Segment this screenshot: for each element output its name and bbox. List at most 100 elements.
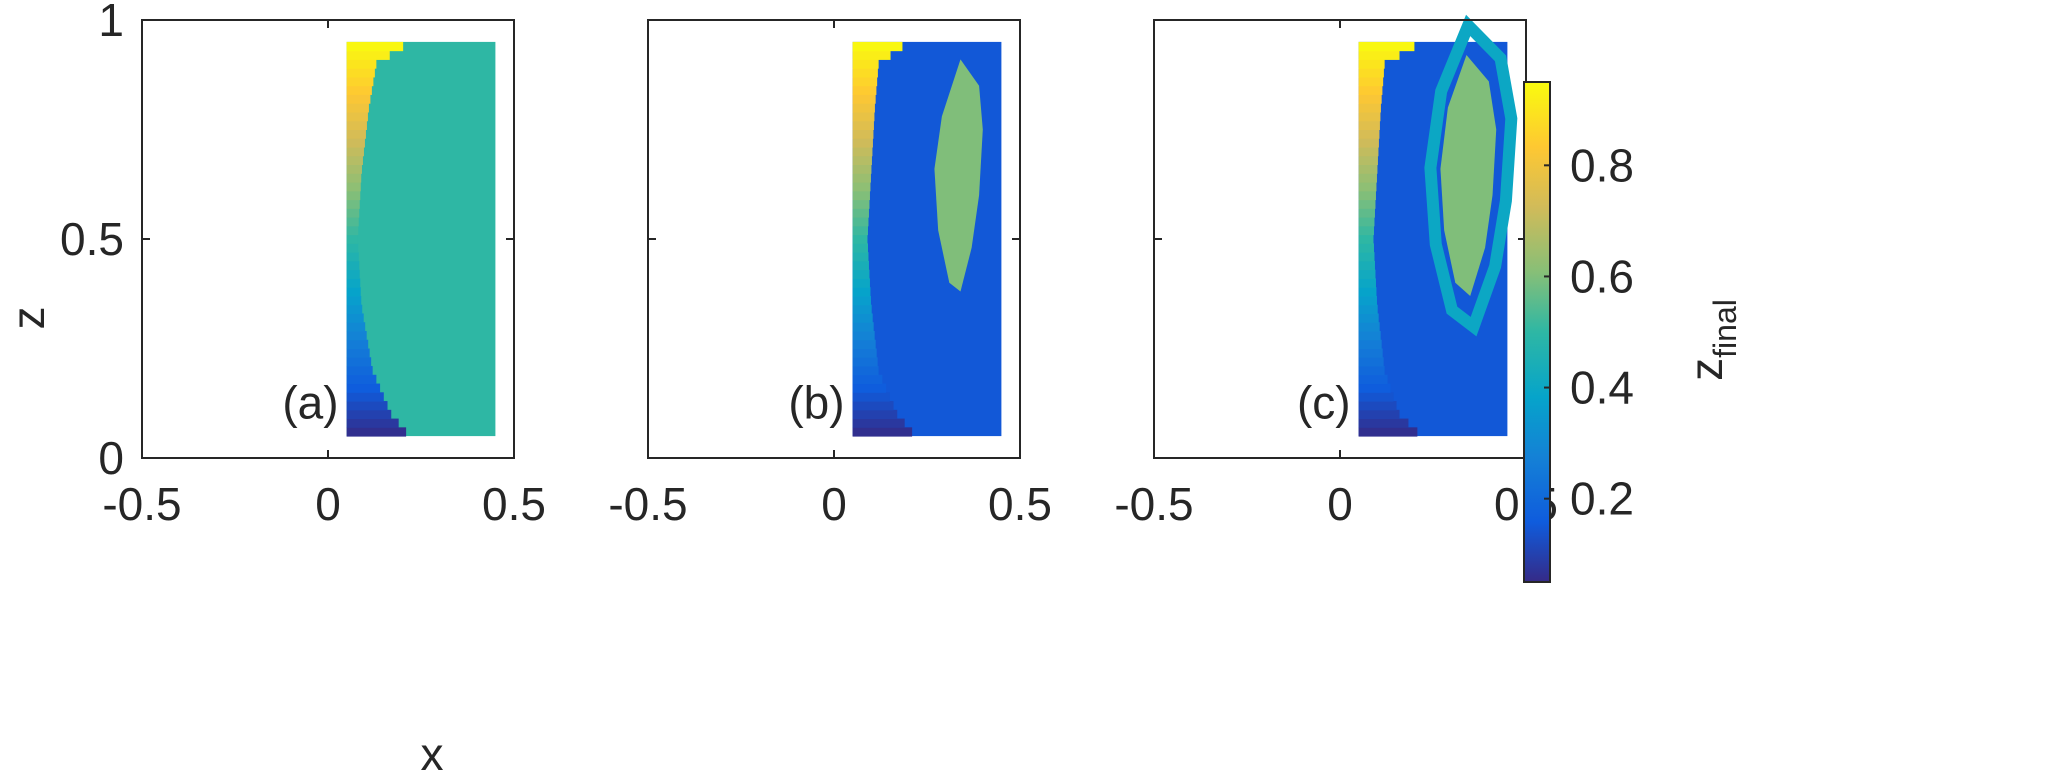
edge-cell [852, 374, 883, 385]
edge-cell [852, 208, 869, 218]
edge-cell [346, 409, 392, 420]
panel-label: (b) [788, 377, 844, 429]
edge-cell [1358, 234, 1374, 244]
edge-cell [346, 173, 362, 183]
edge-cell [346, 322, 366, 332]
edge-cell [852, 173, 871, 183]
edge-cell [852, 190, 870, 201]
edge-cell [346, 295, 362, 306]
edge-cell [852, 182, 871, 192]
edge-cell [852, 313, 873, 323]
edge-cell [346, 41, 404, 52]
y-tick-label: 0 [98, 432, 124, 484]
x-tick-label: 0.5 [482, 478, 546, 530]
edge-cell [1358, 278, 1376, 288]
edge-cell [1358, 111, 1381, 122]
edge-cell [852, 59, 879, 69]
panel-label: (c) [1297, 377, 1351, 429]
edge-cell [1358, 418, 1409, 428]
edge-cell [1358, 339, 1382, 349]
x-tick-label: 0 [821, 478, 847, 530]
panel-heatmap [346, 41, 496, 437]
edge-cell [1358, 427, 1418, 437]
edge-cell [1358, 313, 1379, 323]
edge-cell [852, 427, 913, 437]
edge-cell [1358, 287, 1377, 297]
edge-cell [852, 348, 877, 358]
edge-cell [1358, 147, 1379, 157]
edge-cell [1358, 269, 1376, 279]
edge-cell [1358, 173, 1377, 183]
edge-cell [346, 217, 359, 227]
edge-cell [346, 182, 361, 192]
edge-cell [1358, 85, 1383, 95]
panel-a: -0.5 0 0.500.51(a) [60, 0, 546, 530]
edge-cell [852, 138, 873, 148]
z-axis-label: z [2, 307, 54, 330]
edge-cell [1358, 76, 1384, 87]
panel-c: -0.500.5(c) [1114, 14, 1558, 530]
edge-cell [346, 418, 399, 428]
edge-cell [852, 147, 873, 157]
edge-cell [852, 129, 874, 139]
edge-cell [346, 427, 407, 437]
edge-cell [346, 348, 370, 358]
colorbar-label-main: z [1680, 358, 1732, 381]
edge-cell [852, 269, 870, 279]
edge-cell [852, 85, 877, 95]
edge-cell [852, 357, 878, 367]
edge-cell [1358, 138, 1379, 148]
edge-cell [1358, 330, 1381, 341]
x-tick-label: -0.5 [1114, 478, 1193, 530]
edge-cell [852, 111, 875, 122]
edge-cell [346, 68, 375, 78]
edge-cell [852, 366, 879, 376]
edge-cell [346, 269, 360, 279]
edge-cell [346, 85, 372, 95]
edge-cell [1358, 304, 1378, 314]
colorbar-label: zfinal [1680, 299, 1743, 381]
x-tick-label: 0 [315, 478, 341, 530]
inner-blob [934, 59, 983, 292]
edge-cell [1358, 225, 1374, 236]
edge-cell [1358, 409, 1400, 420]
edge-cell [852, 217, 869, 227]
edge-cell [346, 120, 367, 130]
edge-cell [346, 138, 365, 148]
edge-cell [346, 76, 374, 87]
panel-heatmap [852, 41, 1002, 437]
edge-cell [852, 68, 878, 78]
edge-cell [852, 278, 870, 288]
colorbar-ticks: 0.2 0.4 0.6 0.8 [1544, 139, 1634, 525]
edge-cell [346, 129, 366, 139]
edge-cell [346, 252, 359, 262]
edge-cell [852, 330, 875, 341]
edge-cell [852, 409, 898, 420]
edge-cell [1358, 129, 1380, 139]
x-tick-label: -0.5 [102, 478, 181, 530]
edge-cell [1358, 392, 1394, 402]
x-tick-label: 0 [1327, 478, 1353, 530]
x-tick-label: -0.5 [608, 478, 687, 530]
edge-cell [346, 199, 360, 209]
colorbar-gradient [1523, 81, 1551, 583]
edge-cell [1358, 401, 1397, 411]
edge-cell [346, 304, 363, 314]
edge-cell [852, 401, 894, 411]
edge-cell [1358, 59, 1385, 69]
edge-cell [852, 252, 869, 262]
edge-cell [1358, 164, 1378, 174]
edge-cell [1358, 366, 1385, 376]
edge-cell [346, 330, 367, 341]
edge-cell [346, 392, 384, 402]
edge-cell [346, 190, 361, 201]
edge-cell [346, 357, 372, 367]
edge-cell [346, 234, 358, 244]
edge-cell [346, 111, 368, 122]
edge-cell [346, 103, 369, 113]
colorbar-tick-label: 0.2 [1570, 473, 1634, 525]
edge-cell [852, 339, 876, 349]
edge-cell [346, 313, 364, 323]
edge-cell [346, 59, 377, 69]
